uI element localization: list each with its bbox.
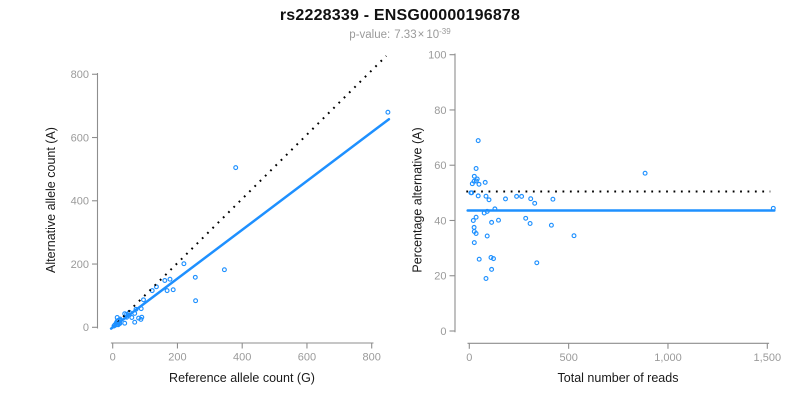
y-tick-label: 400 bbox=[71, 196, 89, 208]
data-point bbox=[192, 274, 198, 280]
data-point bbox=[129, 315, 135, 320]
regression-line bbox=[109, 117, 391, 330]
data-point bbox=[473, 214, 479, 220]
x-axis-title: Total number of reads bbox=[558, 371, 679, 385]
data-point bbox=[550, 196, 556, 202]
data-point bbox=[122, 320, 128, 326]
data-point bbox=[162, 278, 168, 283]
data-point bbox=[519, 193, 525, 199]
data-point bbox=[503, 196, 508, 202]
data-point bbox=[528, 196, 534, 202]
data-point bbox=[488, 255, 494, 260]
data-point bbox=[642, 170, 648, 176]
x-tick-label: 0 bbox=[466, 352, 472, 364]
data-point bbox=[471, 240, 477, 246]
data-point bbox=[164, 288, 170, 294]
data-point bbox=[471, 224, 477, 230]
data-point bbox=[483, 193, 489, 199]
y-tick-label: 200 bbox=[71, 259, 89, 271]
y-tick-label: 0 bbox=[440, 326, 446, 338]
data-point bbox=[470, 218, 476, 223]
x-tick-label: 800 bbox=[363, 352, 381, 364]
y-tick-label: 40 bbox=[434, 215, 446, 227]
x-tick-label: 600 bbox=[298, 352, 316, 364]
data-point bbox=[221, 267, 227, 273]
data-point bbox=[167, 276, 173, 282]
data-point bbox=[233, 165, 239, 171]
y-axis-title: Percentage alternative (A) bbox=[411, 127, 425, 272]
data-point bbox=[489, 266, 495, 272]
y-tick-label: 100 bbox=[428, 50, 446, 62]
data-point bbox=[468, 190, 474, 196]
p-value-base: 10 bbox=[426, 29, 440, 41]
multiplication-sign: × bbox=[417, 29, 425, 41]
data-point bbox=[473, 178, 479, 184]
x-tick-label: 400 bbox=[233, 352, 251, 364]
data-point bbox=[385, 109, 391, 115]
data-point bbox=[193, 298, 199, 304]
data-point bbox=[473, 231, 479, 236]
allele-counts-scatter: 0 200 400 600 800 0 200 400 600 800 Reference alle… bbox=[44, 55, 391, 385]
data-point bbox=[471, 173, 477, 179]
data-point bbox=[534, 260, 540, 266]
y-tick-label: 20 bbox=[434, 271, 446, 283]
x-tick-label: 500 bbox=[559, 352, 577, 364]
data-point bbox=[471, 178, 477, 184]
y-tick-label: 800 bbox=[71, 69, 89, 81]
data-point bbox=[523, 215, 529, 221]
data-point bbox=[527, 221, 533, 226]
x-tick-label: 0 bbox=[110, 352, 116, 364]
x-tick-label: 1,500 bbox=[754, 352, 782, 364]
data-point bbox=[181, 261, 187, 267]
percentage-vs-coverage-scatter: 0 20 40 60 80 100 0 500 1,000 1,500 Total number o… bbox=[411, 50, 782, 386]
data-point bbox=[475, 138, 481, 144]
data-point bbox=[132, 319, 138, 325]
data-point bbox=[496, 217, 501, 223]
data-point bbox=[476, 256, 482, 262]
plot-title: rs2228339 - ENSG00000196878 bbox=[279, 7, 521, 24]
data-point bbox=[483, 276, 489, 281]
data-point bbox=[473, 166, 479, 171]
x-axis-title: Reference allele count (G) bbox=[169, 371, 315, 385]
data-point bbox=[491, 256, 496, 262]
y-tick-label: 0 bbox=[83, 322, 89, 334]
data-point bbox=[170, 287, 176, 293]
data-point bbox=[548, 222, 554, 228]
p-value-subtitle: p-value: 7.33× 10-39 bbox=[0, 27, 800, 41]
data-point bbox=[489, 219, 495, 225]
y-tick-label: 80 bbox=[434, 105, 446, 117]
data-point bbox=[532, 200, 538, 206]
y-axis-title: Alternative allele count (A) bbox=[44, 127, 58, 273]
data-point bbox=[484, 233, 490, 239]
data-point bbox=[476, 181, 482, 187]
data-point bbox=[486, 197, 492, 203]
x-tick-label: 1,000 bbox=[654, 352, 682, 364]
data-point bbox=[514, 193, 520, 199]
y-tick-label: 600 bbox=[71, 132, 89, 144]
data-point bbox=[141, 297, 146, 303]
identity-line bbox=[111, 55, 388, 329]
p-value-mantissa: 7.33 bbox=[394, 29, 417, 41]
p-value-exponent: -39 bbox=[439, 27, 451, 36]
y-tick-label: 60 bbox=[434, 160, 446, 172]
data-point bbox=[475, 193, 481, 199]
x-tick-label: 200 bbox=[168, 352, 186, 364]
p-value-label: p-value: bbox=[349, 29, 391, 41]
data-point bbox=[571, 233, 577, 239]
data-point bbox=[482, 179, 488, 185]
data-point bbox=[138, 316, 144, 322]
